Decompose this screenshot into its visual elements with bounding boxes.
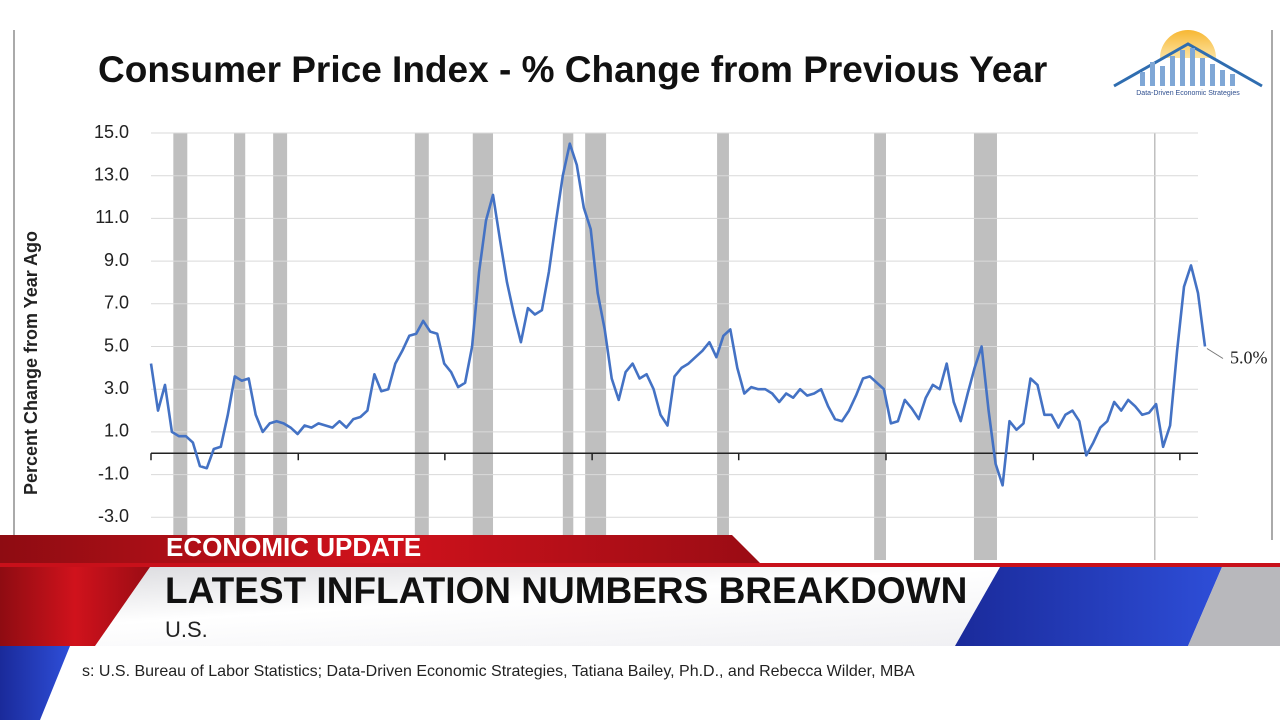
cpi-line [149,142,1207,487]
y-tick-label: 9.0 [104,250,129,270]
chart: 15.0 13.0 11.0 9.0 7.0 5.0 3.0 1.0 -1.0 -3.0 5.0% [94,122,1268,560]
y-tick-label: 11.0 [95,207,129,227]
logo-bars [1140,48,1235,86]
location: U.S. [165,617,208,642]
divider [0,563,1280,567]
kicker-bar [0,535,760,563]
lower-third: ECONOMIC UPDATE LATEST INFLATION NUMBERS… [0,532,1280,720]
headline: LATEST INFLATION NUMBERS BREAKDOWN [165,570,967,611]
kicker: ECONOMIC UPDATE [166,532,421,562]
y-tick-label: 1.0 [104,421,129,441]
red-wedge [0,567,150,646]
annotation: 5.0% [1230,348,1268,368]
logo: Data-Driven Economic Strategies [1113,30,1263,97]
source: s: U.S. Bureau of Labor Statistics; Data… [82,663,915,680]
grey-wedge [1188,567,1280,646]
y-tick-label: 13.0 [94,164,129,184]
logo-roof [1113,42,1263,88]
y-tick-label: -3.0 [98,506,129,526]
y-tick-label: 15.0 [94,122,129,142]
y-tick-label: 3.0 [104,378,129,398]
y-tick-label: -1.0 [98,463,129,483]
blue-corner [0,646,70,720]
logo-text: Data-Driven Economic Strategies [1136,90,1240,97]
annotation-leader [1206,348,1224,359]
blue-wedge [955,567,1222,646]
chart-title: Consumer Price Index - % Change from Pre… [98,49,1047,90]
y-axis-label: Percent Change from Year Ago [21,231,41,495]
y-tick-label: 7.0 [104,293,129,313]
y-tick-label: 5.0 [104,335,129,355]
